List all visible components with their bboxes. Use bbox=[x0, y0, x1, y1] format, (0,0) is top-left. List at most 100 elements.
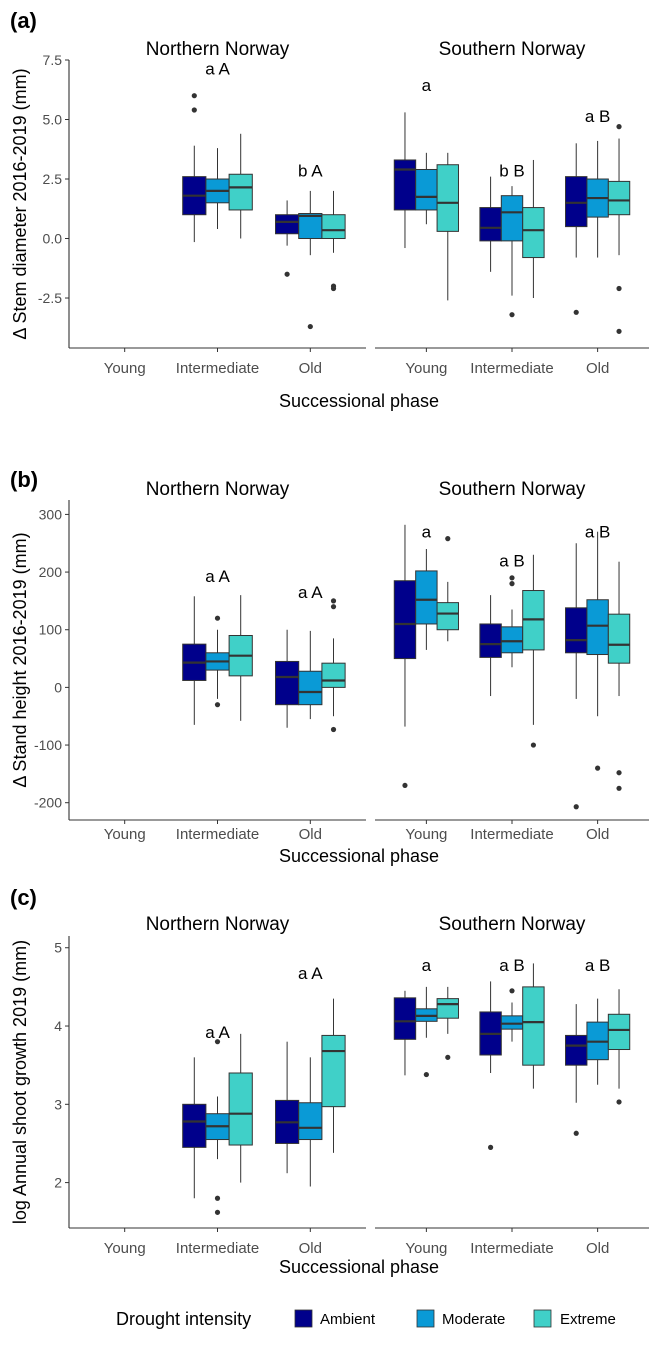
box-extreme bbox=[321, 1034, 346, 1108]
box-extreme bbox=[321, 662, 346, 688]
box-group-old: a B bbox=[565, 956, 631, 1136]
box-moderate bbox=[500, 195, 524, 242]
panel-tag: (a) bbox=[10, 8, 37, 33]
significance-label: a B bbox=[585, 522, 611, 541]
legend: Drought intensity Ambient Moderate Extre… bbox=[116, 1309, 616, 1329]
x-axis-title: Successional phase bbox=[279, 846, 439, 866]
significance-label: a bbox=[422, 956, 432, 975]
y-tick-label: 0.0 bbox=[43, 231, 63, 247]
x-tick-label: Young bbox=[405, 1240, 447, 1257]
x-tick-label: Intermediate bbox=[470, 1240, 553, 1257]
box-ambient bbox=[565, 176, 588, 228]
box-group-old: a A bbox=[275, 964, 346, 1187]
legend-key-ambient bbox=[294, 1309, 313, 1328]
legend-key-extreme bbox=[533, 1309, 552, 1328]
significance-label: b A bbox=[298, 162, 323, 181]
box-extreme bbox=[228, 173, 253, 211]
x-axis-title: Successional phase bbox=[279, 1257, 439, 1277]
box-extreme-outlier bbox=[616, 328, 622, 334]
box-ambient bbox=[479, 623, 502, 658]
significance-label: b B bbox=[499, 162, 525, 181]
legend-label-ambient: Ambient bbox=[320, 1311, 376, 1328]
y-tick-label: 2.5 bbox=[43, 171, 63, 187]
box-ambient-outlier bbox=[284, 271, 290, 277]
x-tick-label: Intermediate bbox=[176, 360, 259, 377]
x-tick-label: Young bbox=[104, 826, 146, 843]
box-moderate-outlier bbox=[423, 1071, 429, 1078]
box-moderate bbox=[500, 1015, 524, 1030]
panel-3: (c) 2 3 4 5 log Annual shoot growth 2019 (mm)… bbox=[10, 885, 649, 1277]
y-tick-label: 100 bbox=[39, 622, 63, 638]
box-moderate-outlier bbox=[509, 575, 515, 581]
panel-2: (b) -200 -100 0 100 200 300 Δ Stand height 2016… bbox=[10, 467, 649, 866]
box-ambient bbox=[565, 1034, 588, 1066]
box-extreme bbox=[607, 180, 631, 216]
box-ambient-outlier bbox=[573, 309, 579, 315]
box-group-old: a B bbox=[565, 522, 631, 810]
box-moderate-outlier bbox=[214, 1039, 221, 1045]
panel-1: (a) -2.5 0.0 2.5 5.0 7.5 Δ Stem diameter 2016-… bbox=[10, 8, 649, 411]
box-extreme bbox=[522, 986, 545, 1066]
significance-label: a B bbox=[585, 107, 611, 126]
facet-northern: Northern Norway Young Intermediate Old a A b … bbox=[68, 39, 366, 377]
x-tick-label: Old bbox=[299, 826, 322, 843]
facet-southern: Southern Norway Young Intermediate Old a b B a… bbox=[375, 39, 649, 377]
box-ambient bbox=[275, 214, 300, 235]
box-moderate-outlier bbox=[509, 988, 515, 994]
panels: (a) -2.5 0.0 2.5 5.0 7.5 Δ Stem diameter 2016-… bbox=[10, 8, 649, 1277]
box-extreme bbox=[607, 1013, 631, 1051]
facet-southern: Southern Norway Young Intermediate Old a a B a… bbox=[375, 479, 649, 843]
facet-title: Northern Norway bbox=[146, 479, 290, 500]
box-moderate-outlier bbox=[307, 323, 313, 330]
box-moderate bbox=[586, 599, 609, 656]
box-extreme bbox=[321, 214, 346, 240]
x-tick-label: Old bbox=[299, 360, 322, 377]
box-moderate-outlier bbox=[595, 765, 601, 771]
box-ambient-outlier bbox=[191, 93, 197, 99]
box-group-young: a bbox=[393, 522, 459, 789]
box-group-young: a bbox=[393, 956, 459, 1078]
x-tick-label: Intermediate bbox=[470, 360, 553, 377]
significance-label: a B bbox=[499, 956, 525, 975]
y-tick-label: 3 bbox=[54, 1096, 62, 1112]
box-extreme bbox=[607, 613, 631, 664]
box-group-old: b A bbox=[275, 162, 346, 330]
box-ambient bbox=[275, 660, 300, 706]
box-moderate-outlier bbox=[509, 312, 515, 318]
box-moderate-outlier bbox=[214, 1195, 221, 1201]
y-tick-label: 0 bbox=[54, 679, 62, 695]
x-tick-label: Old bbox=[299, 1240, 322, 1257]
panel-tag: (c) bbox=[10, 885, 37, 910]
x-tick-label: Young bbox=[405, 826, 447, 843]
box-moderate-outlier bbox=[214, 702, 221, 708]
x-axis-title: Successional phase bbox=[279, 391, 439, 411]
y-tick-label: -100 bbox=[34, 737, 62, 753]
x-tick-label: Intermediate bbox=[470, 826, 553, 843]
y-tick-label: 5 bbox=[54, 940, 62, 956]
box-ambient-outlier bbox=[573, 804, 579, 810]
y-tick-label: 4 bbox=[54, 1018, 62, 1034]
box-extreme-outlier bbox=[330, 726, 337, 733]
box-group-young: a bbox=[393, 76, 459, 301]
box-ambient-outlier bbox=[487, 1144, 494, 1150]
y-tick-label: 300 bbox=[39, 506, 63, 522]
box-group-intermediate: a B bbox=[479, 956, 545, 1150]
box-ambient bbox=[479, 207, 502, 242]
y-tick-label: 2 bbox=[54, 1175, 62, 1191]
significance-label: a A bbox=[298, 964, 323, 983]
box-moderate bbox=[500, 626, 524, 654]
facet-title: Northern Norway bbox=[146, 39, 290, 60]
box-ambient-outlier bbox=[402, 782, 408, 789]
box-ambient-outlier bbox=[191, 107, 197, 113]
box-extreme-outlier bbox=[330, 285, 337, 292]
box-extreme-outlier bbox=[616, 124, 622, 130]
significance-label: a A bbox=[205, 1023, 230, 1042]
significance-label: a bbox=[422, 76, 432, 95]
x-tick-label: Old bbox=[586, 826, 609, 843]
significance-label: a A bbox=[298, 583, 323, 602]
box-ambient bbox=[393, 159, 417, 211]
facet-title: Southern Norway bbox=[439, 914, 586, 935]
box-extreme-outlier bbox=[616, 285, 622, 292]
x-tick-label: Young bbox=[104, 1240, 146, 1257]
box-extreme-outlier bbox=[445, 1054, 451, 1060]
